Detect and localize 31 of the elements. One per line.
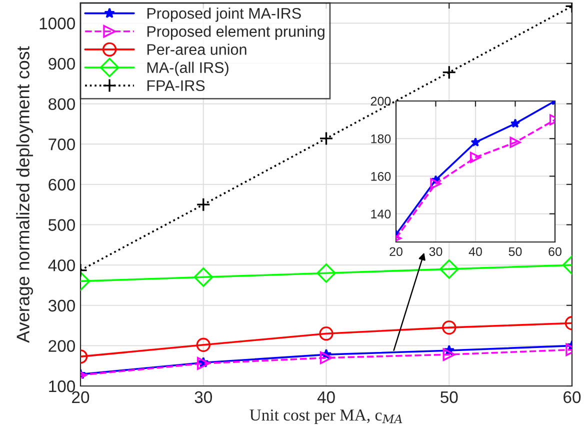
legend-label: MA-(all IRS) bbox=[147, 62, 228, 76]
y-tick-label: 400 bbox=[48, 259, 75, 272]
x-tick-label: 30 bbox=[194, 391, 212, 404]
y-axis-title: Average normalized deployment cost bbox=[16, 46, 34, 343]
x-tick-label: 40 bbox=[317, 391, 335, 404]
y-tick-label: 100 bbox=[49, 380, 75, 392]
y-tick-label: 600 bbox=[48, 178, 75, 191]
x-tick-label: 20 bbox=[72, 391, 90, 404]
y-tick-label: 180 bbox=[371, 134, 391, 144]
y-tick-label: 700 bbox=[48, 138, 75, 150]
legend-label: FPA-IRS bbox=[147, 80, 205, 92]
y-tick-label: 200 bbox=[370, 96, 391, 106]
x-tick-label: 30 bbox=[429, 247, 442, 256]
y-tick-label: 1000 bbox=[40, 18, 75, 30]
legend-label: Per-area union bbox=[147, 44, 246, 55]
x-tick-label: 20 bbox=[390, 247, 402, 256]
legend-label: Proposed joint MA-IRS bbox=[147, 8, 301, 22]
x-tick-label: 50 bbox=[508, 247, 522, 256]
y-tick-label: 160 bbox=[371, 172, 391, 181]
x-tick-label: 60 bbox=[548, 247, 562, 256]
y-tick-label: 800 bbox=[48, 98, 75, 110]
x-tick-label: 40 bbox=[468, 247, 482, 256]
x-tick-label: 50 bbox=[440, 391, 458, 404]
y-tick-label: 300 bbox=[48, 300, 75, 312]
legend-label: Proposed element pruning bbox=[147, 26, 324, 40]
y-tick-label: 200 bbox=[48, 340, 75, 352]
y-tick-label: 140 bbox=[371, 210, 391, 218]
y-tick-label: 900 bbox=[48, 58, 75, 70]
x-tick-label: 60 bbox=[564, 391, 581, 404]
y-tick-label: 500 bbox=[48, 219, 75, 231]
x-axis-title: Unit cost per MA, c$_{MA}$ bbox=[250, 409, 402, 424]
